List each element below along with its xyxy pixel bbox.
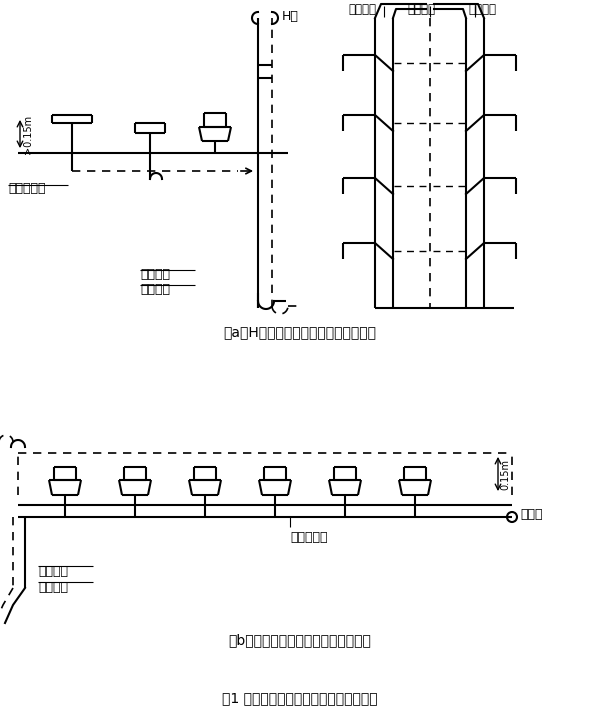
Text: 污水立管: 污水立管 — [348, 3, 376, 16]
Text: >0.15m: >0.15m — [23, 114, 33, 153]
Text: （a）H管与通气管和排水管的连接模式: （a）H管与通气管和排水管的连接模式 — [223, 325, 377, 339]
Text: 通气立管: 通气立管 — [407, 3, 435, 16]
Text: 图1 几种通气管与污水立管典型连接模式: 图1 几种通气管与污水立管典型连接模式 — [222, 691, 378, 705]
Text: 清扫口: 清扫口 — [520, 508, 542, 521]
Text: 排水横支管: 排水横支管 — [8, 182, 46, 195]
Text: 通气立管: 通气立管 — [38, 581, 68, 594]
Text: 废水立管: 废水立管 — [468, 3, 496, 16]
Text: 0.15m: 0.15m — [500, 458, 510, 489]
Text: 污水立管: 污水立管 — [38, 565, 68, 578]
Text: 污水立管: 污水立管 — [140, 268, 170, 281]
Text: （b）环形通气管与排水管及连接模式: （b）环形通气管与排水管及连接模式 — [229, 633, 371, 647]
Text: 通气立管: 通气立管 — [140, 283, 170, 296]
Text: H管: H管 — [282, 9, 299, 22]
Text: 污水横支管: 污水横支管 — [290, 531, 328, 544]
